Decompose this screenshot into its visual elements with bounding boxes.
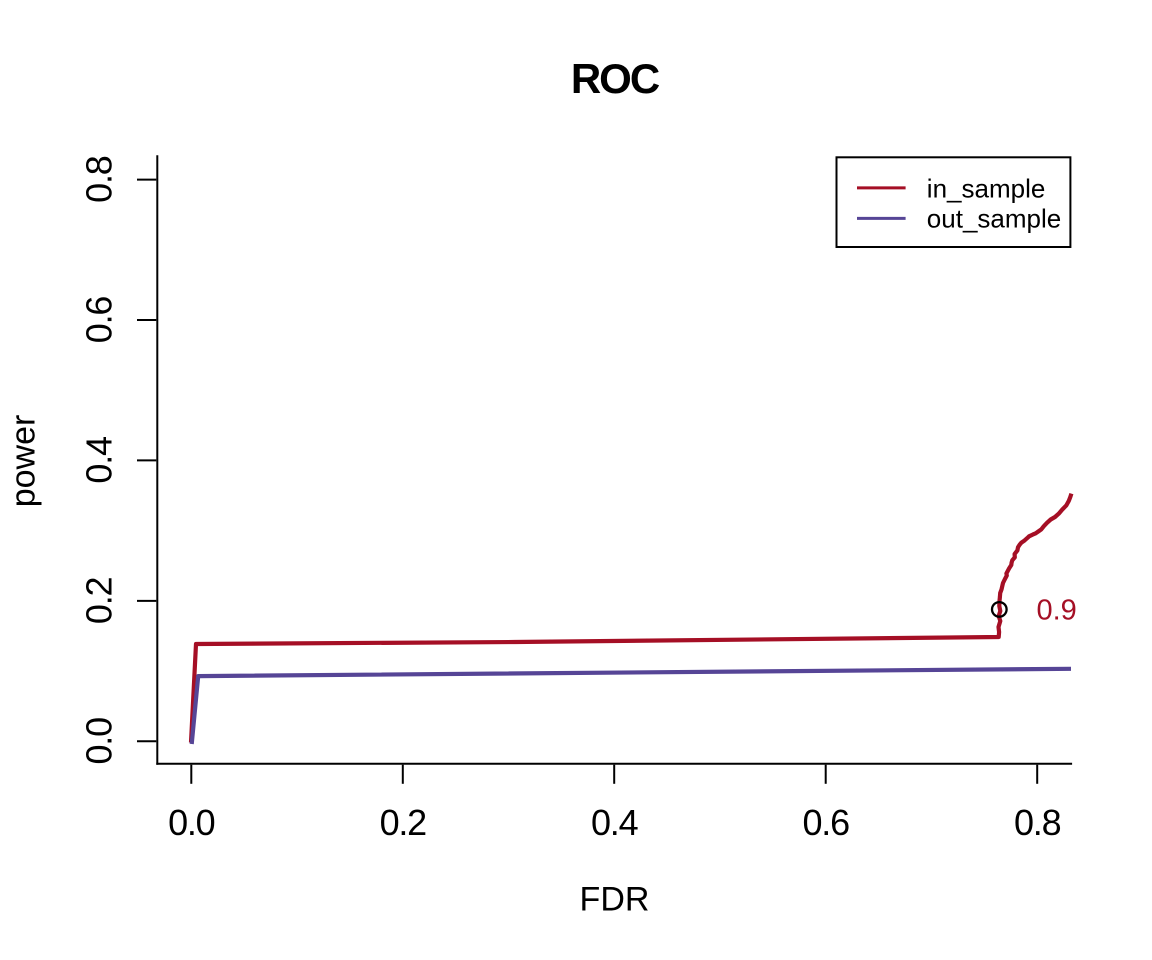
svg-text:0.2: 0.2 bbox=[380, 802, 427, 843]
svg-text:0.8: 0.8 bbox=[1014, 802, 1061, 843]
svg-text:0.4: 0.4 bbox=[79, 437, 120, 484]
svg-text:0.2: 0.2 bbox=[79, 578, 120, 625]
svg-text:0.0: 0.0 bbox=[168, 802, 215, 843]
svg-text:0.9: 0.9 bbox=[1037, 595, 1077, 627]
svg-text:FDR: FDR bbox=[580, 881, 650, 919]
svg-text:in_sample: in_sample bbox=[927, 174, 1046, 204]
svg-text:0.6: 0.6 bbox=[802, 802, 849, 843]
svg-text:ROC: ROC bbox=[571, 55, 660, 102]
svg-text:0.0: 0.0 bbox=[79, 718, 120, 765]
svg-text:0.4: 0.4 bbox=[591, 802, 638, 843]
svg-text:power: power bbox=[5, 415, 43, 508]
svg-text:0.8: 0.8 bbox=[79, 156, 120, 203]
svg-text:out_sample: out_sample bbox=[927, 204, 1061, 234]
svg-text:0.6: 0.6 bbox=[79, 297, 120, 344]
